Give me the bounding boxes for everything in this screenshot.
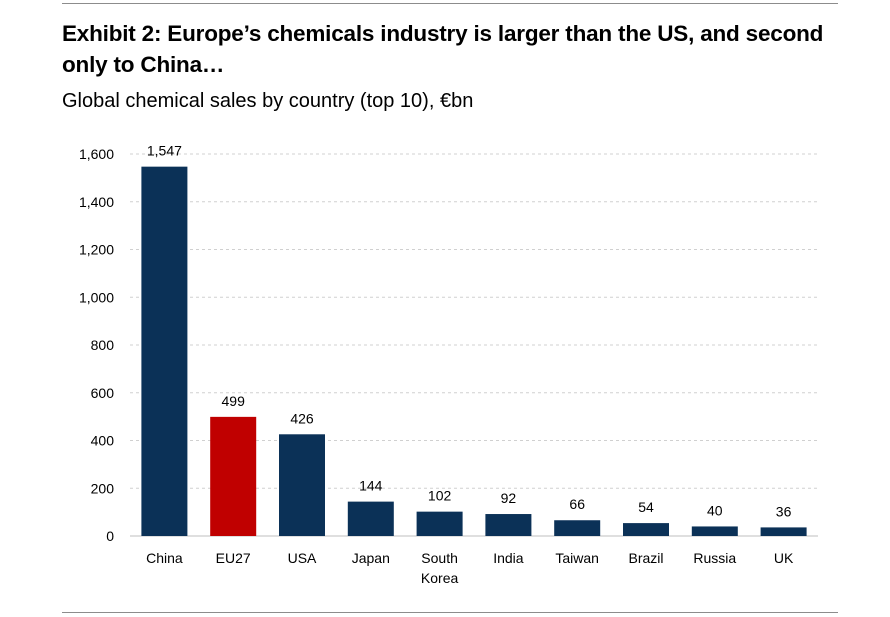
bar bbox=[623, 523, 669, 536]
x-tick-label: Brazil bbox=[628, 550, 663, 566]
data-label: 36 bbox=[776, 503, 792, 519]
y-tick-label: 600 bbox=[91, 385, 115, 401]
data-labels: 1,547 499 426 144 102 92 66 54 40 36 bbox=[147, 143, 792, 520]
data-label: 1,547 bbox=[147, 143, 182, 159]
data-label: 102 bbox=[428, 488, 452, 504]
x-tick-label: Russia bbox=[693, 550, 736, 566]
bar bbox=[141, 166, 188, 536]
x-tick-label: USA bbox=[288, 550, 317, 566]
bar bbox=[554, 520, 601, 536]
top-rule bbox=[62, 3, 838, 4]
y-tick-label: 1,600 bbox=[79, 146, 114, 162]
chart-title: Exhibit 2: Europe’s chemicals industry i… bbox=[62, 21, 824, 77]
y-tick-label: 1,400 bbox=[79, 194, 114, 210]
x-tick-label: Taiwan bbox=[555, 550, 599, 566]
y-tick-label: 0 bbox=[106, 528, 114, 544]
y-tick-label: 800 bbox=[91, 337, 115, 353]
y-tick-label: 200 bbox=[91, 480, 115, 496]
bar bbox=[279, 434, 325, 536]
y-tick-label: 1,000 bbox=[79, 289, 114, 305]
chart-subtitle: Global chemical sales by country (top 10… bbox=[62, 90, 474, 112]
data-label: 54 bbox=[638, 499, 654, 515]
x-tick-label: South bbox=[421, 550, 458, 566]
x-tick-label: EU27 bbox=[216, 550, 251, 566]
bottom-rule bbox=[62, 612, 838, 613]
data-label: 66 bbox=[569, 496, 585, 512]
x-tick-label: India bbox=[493, 550, 524, 566]
bar bbox=[760, 527, 807, 536]
y-axis-ticks: 0 200 400 600 800 1,000 1,200 1,400 1,600 bbox=[79, 146, 114, 544]
bar bbox=[210, 416, 257, 536]
bar bbox=[416, 511, 463, 536]
bar bbox=[347, 501, 394, 536]
y-tick-label: 1,200 bbox=[79, 242, 114, 258]
x-tick-label: UK bbox=[774, 550, 794, 566]
x-tick-label: China bbox=[146, 550, 183, 566]
y-tick-label: 400 bbox=[91, 433, 115, 449]
bar bbox=[485, 514, 532, 536]
x-axis-ticks: China EU27 USA Japan South Korea India Taiwan Br… bbox=[146, 550, 794, 586]
data-label: 40 bbox=[707, 502, 723, 518]
x-tick-label: Japan bbox=[352, 550, 390, 566]
data-label: 144 bbox=[359, 478, 383, 494]
data-label: 92 bbox=[501, 490, 517, 506]
x-tick-label: Korea bbox=[421, 570, 459, 586]
data-label: 426 bbox=[290, 410, 314, 426]
data-label: 499 bbox=[222, 393, 246, 409]
bars bbox=[141, 166, 807, 536]
bar bbox=[691, 526, 738, 536]
